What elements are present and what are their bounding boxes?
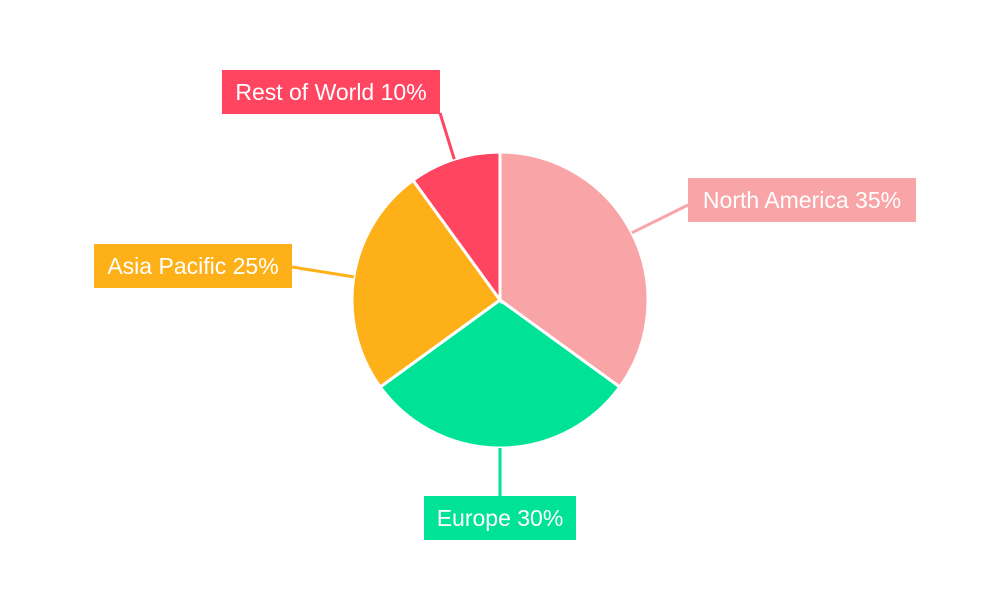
- leader-line: [631, 203, 689, 235]
- data-label: North America 35%: [703, 187, 901, 213]
- data-label: Rest of World 10%: [235, 79, 426, 105]
- leader-line: [291, 265, 355, 279]
- data-label-box: [424, 496, 576, 540]
- pie-slice-north-america[interactable]: [498, 150, 650, 390]
- data-label-box: [688, 178, 916, 222]
- data-label: Asia Pacific 25%: [107, 253, 278, 279]
- pie-slice-asia-pacific[interactable]: [350, 178, 503, 390]
- data-label-box: [94, 244, 292, 288]
- data-label: Europe 30%: [437, 505, 564, 531]
- pie-slice-europe[interactable]: [378, 298, 622, 450]
- leader-line: [438, 112, 456, 160]
- data-label-box: [222, 70, 440, 114]
